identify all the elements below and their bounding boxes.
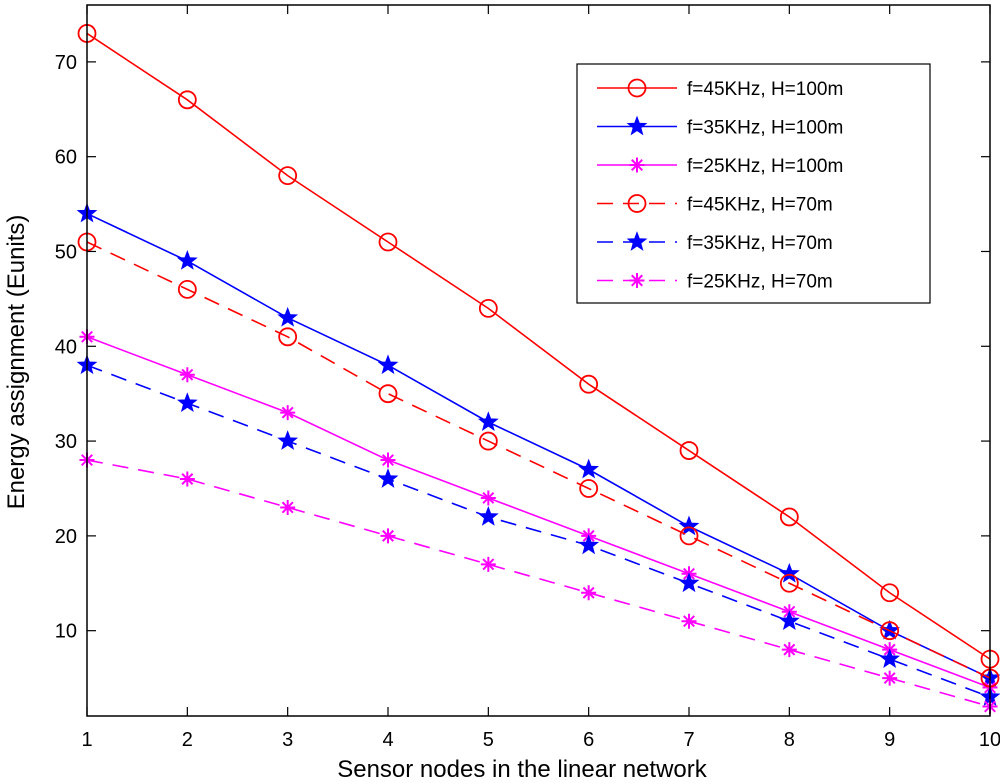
legend-label: f=25KHz, H=70m xyxy=(687,272,833,293)
data-point-6-2 xyxy=(179,471,195,487)
y-tick-label: 50 xyxy=(55,241,77,263)
data-point-2-3 xyxy=(277,306,299,327)
data-point-2-6 xyxy=(578,458,600,479)
x-tick-label: 10 xyxy=(979,729,1000,751)
legend-marker xyxy=(626,231,648,251)
series-line-2 xyxy=(86,212,991,679)
data-point-1-6 xyxy=(579,374,599,394)
x-tick-label: 2 xyxy=(182,729,193,751)
data-point-3-4 xyxy=(380,452,396,468)
data-point-2-7 xyxy=(678,515,700,536)
data-point-3-3 xyxy=(280,405,296,421)
data-point-3-2 xyxy=(179,367,195,383)
data-point-6-8 xyxy=(781,642,797,658)
data-point-2-5 xyxy=(477,411,499,431)
legend-marker xyxy=(626,115,648,136)
legend-label: f=35KHz, H=100m xyxy=(687,118,843,139)
data-point-3-5 xyxy=(480,490,496,506)
y-tick-label: 70 xyxy=(55,52,77,74)
x-tick-label: 4 xyxy=(382,729,393,751)
legend-label: f=25KHz, H=100m xyxy=(687,156,843,177)
data-point-5-5 xyxy=(477,505,499,526)
data-point-5-4 xyxy=(377,468,399,488)
data-point-6-6 xyxy=(581,585,597,601)
data-point-4-4 xyxy=(378,384,398,404)
axes-box xyxy=(86,4,991,717)
data-point-1-3 xyxy=(278,166,298,186)
data-point-6-7 xyxy=(681,613,697,629)
data-point-2-4 xyxy=(377,354,399,375)
legend-entry-6: f=25KHz, H=70m xyxy=(597,272,833,293)
legend-entry-5: f=35KHz, H=70m xyxy=(597,231,833,254)
legend-entry-4: f=45KHz, H=70m xyxy=(597,194,833,216)
data-point-5-2 xyxy=(176,392,198,413)
data-point-5-3 xyxy=(277,430,299,450)
data-point-5-7 xyxy=(678,572,700,593)
data-point-4-6 xyxy=(579,479,599,498)
data-point-6-5 xyxy=(480,556,496,572)
y-tick-label: 20 xyxy=(55,526,77,548)
data-point-4-3 xyxy=(278,327,298,347)
data-point-1-7 xyxy=(679,441,699,460)
x-tick-label: 1 xyxy=(81,729,92,751)
data-point-6-3 xyxy=(280,499,296,515)
legend-entry-1: f=45KHz, H=100m xyxy=(597,78,843,100)
series-line-1 xyxy=(86,32,991,660)
x-tick-label: 7 xyxy=(683,729,694,751)
legend-marker xyxy=(627,78,647,98)
series-line-3 xyxy=(86,336,991,689)
legend-label: f=35KHz, H=70m xyxy=(687,233,833,254)
data-point-4-9 xyxy=(880,621,900,641)
data-point-5-6 xyxy=(578,534,600,555)
data-point-2-8 xyxy=(778,562,800,583)
data-point-1-8 xyxy=(779,507,799,527)
legend-entry-2: f=35KHz, H=100m xyxy=(597,115,843,139)
x-tick-label: 6 xyxy=(583,729,594,751)
data-point-1-9 xyxy=(880,583,900,603)
data-point-4-2 xyxy=(177,279,197,299)
data-point-1-2 xyxy=(177,90,197,110)
legend-marker xyxy=(629,273,645,288)
data-point-2-2 xyxy=(176,250,198,270)
data-point-1-4 xyxy=(378,232,398,252)
y-tick-label: 60 xyxy=(55,147,77,169)
legend-label: f=45KHz, H=70m xyxy=(687,195,833,216)
y-tick-label: 40 xyxy=(55,336,77,358)
y-tick-label: 10 xyxy=(55,621,77,643)
legend-label: f=45KHz, H=100m xyxy=(687,79,843,100)
data-point-5-9 xyxy=(879,648,901,668)
legend: f=45KHz, H=100m f=35KHz, H=100m f=25KHz, H… xyxy=(576,63,931,304)
x-tick-label: 5 xyxy=(483,729,494,751)
series-line-5 xyxy=(86,364,991,698)
data-point-1-5 xyxy=(478,298,498,318)
x-tick-label: 9 xyxy=(884,729,895,751)
x-axis-label: Sensor nodes in the linear network xyxy=(337,756,708,783)
data-point-6-4 xyxy=(380,528,396,544)
legend-marker xyxy=(627,194,647,213)
y-tick-label: 30 xyxy=(55,431,77,453)
data-point-6-9 xyxy=(882,670,898,686)
data-point-4-5 xyxy=(478,431,498,451)
data-point-5-8 xyxy=(778,610,800,631)
x-tick-label: 3 xyxy=(282,729,293,751)
legend-box xyxy=(576,63,931,304)
data-point-4-7 xyxy=(679,526,699,546)
y-axis-label: Energy assignment (Eunits) xyxy=(3,215,30,510)
series-line-4 xyxy=(86,241,991,679)
legend-entry-3: f=25KHz, H=100m xyxy=(597,156,843,177)
data-point-4-8 xyxy=(779,573,799,593)
axes: 1 2 3 4 5 6 7 8 9 10 10 20 30 40 50 60 70 xyxy=(55,4,1000,751)
x-tick-label: 8 xyxy=(784,729,795,751)
legend-marker xyxy=(629,157,645,173)
